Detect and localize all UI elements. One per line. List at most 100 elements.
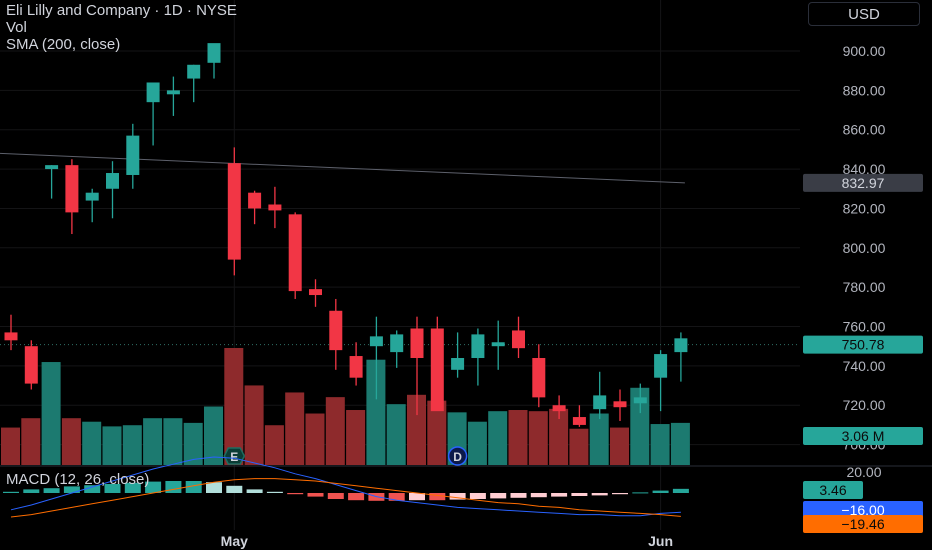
earnings-marker[interactable]: E: [223, 447, 246, 465]
candle-body: [390, 334, 404, 353]
volume-bar: [244, 385, 264, 465]
macd-axis-tick: 20.00: [846, 464, 881, 480]
volume-bar: [549, 408, 569, 465]
volume-bar: [610, 427, 629, 465]
price-axis-tick: 800.00: [843, 240, 886, 256]
price-axis-tick: 740.00: [843, 358, 886, 374]
time-axis-label: May: [221, 533, 248, 549]
price-axis-tick: 720.00: [843, 397, 886, 413]
candle-body: [512, 330, 525, 349]
sma-indicator-label[interactable]: SMA (200, close): [6, 36, 121, 53]
candle-body: [471, 334, 485, 359]
candle-body: [451, 358, 465, 370]
price-axis-tick: 840.00: [843, 161, 886, 177]
volume-bar: [163, 418, 183, 465]
macd-histogram-bar: [266, 491, 283, 493]
candle-body: [248, 192, 262, 209]
macd-histogram-bar: [388, 493, 405, 501]
volume-bar: [589, 413, 609, 465]
price-axis-tick: 760.00: [843, 319, 886, 335]
macd-histogram-bar: [104, 484, 121, 493]
sma-price-label-bg: [803, 173, 923, 192]
macd-histogram-bar: [3, 491, 19, 493]
price-axis-tick: 880.00: [843, 82, 886, 98]
volume-bar: [366, 359, 386, 465]
macd-histogram-bar: [23, 489, 40, 493]
candle-body: [4, 332, 18, 341]
candle-body: [24, 346, 38, 384]
volume-bar: [650, 424, 670, 465]
candle-body: [227, 163, 241, 260]
macd-histogram-value: 3.46: [819, 482, 846, 498]
event-marker-label: E: [230, 450, 238, 464]
candle-body: [309, 289, 322, 296]
volume-bar: [102, 426, 122, 465]
candle-body: [146, 82, 160, 103]
macd-histogram-bar: [612, 493, 628, 495]
macd-histogram-bar: [145, 481, 162, 493]
macd-line: [10, 456, 681, 517]
candle-body: [329, 310, 343, 351]
volume-bar: [346, 410, 366, 465]
volume-bar: [82, 421, 102, 465]
candle-body: [410, 328, 424, 359]
macd-histogram-bar: [226, 485, 243, 493]
candle-body: [187, 64, 201, 79]
volume-bar: [285, 392, 305, 465]
dividend-marker[interactable]: D: [447, 446, 468, 466]
macd-histogram-bar: [327, 493, 344, 499]
candle-body: [593, 395, 607, 410]
price-axis-tick: 820.00: [843, 200, 886, 216]
signal-line-value-bg: [803, 515, 923, 533]
signal-line: [10, 478, 681, 518]
macd-line-value: −16.00: [841, 502, 884, 518]
volume-bar: [41, 362, 61, 465]
macd-histogram-bar: [490, 493, 507, 499]
candle-body: [430, 328, 444, 412]
macd-histogram-bar: [63, 486, 80, 493]
candle-body: [613, 401, 627, 408]
volume-bar: [386, 404, 406, 465]
candle-body: [288, 214, 302, 292]
time-axis-label: Jun: [648, 533, 673, 549]
macd-histogram-bar: [165, 481, 182, 493]
sma-line: [0, 152, 685, 184]
macd-histogram-bar: [632, 492, 649, 494]
macd-histogram-bar: [206, 482, 222, 493]
volume-bar: [224, 348, 244, 465]
macd-histogram-bar: [287, 493, 304, 495]
volume-bar: [183, 422, 203, 465]
volume-indicator-label[interactable]: Vol: [6, 19, 27, 36]
last-price-label-bg: [803, 335, 923, 354]
macd-histogram-bar: [43, 488, 60, 493]
candle-body: [65, 165, 79, 213]
volume-bar: [467, 421, 487, 465]
volume-bar: [488, 411, 508, 465]
candle-body: [491, 342, 505, 347]
candle-body: [85, 192, 99, 201]
candle-body: [126, 135, 140, 175]
price-axis-tick: 900.00: [843, 43, 886, 59]
volume-bar: [305, 413, 325, 465]
macd-histogram-bar: [409, 493, 425, 501]
volume-bar: [528, 411, 548, 465]
sma-price-label: 832.97: [842, 175, 885, 191]
candle-body: [552, 405, 566, 412]
candle-body: [532, 358, 546, 398]
macd-histogram-bar: [672, 488, 689, 493]
candle-body: [166, 90, 180, 95]
volume-value-label: 3.06 M: [842, 428, 885, 444]
currency-button[interactable]: USD: [808, 2, 920, 26]
event-marker-label: D: [453, 450, 462, 464]
macd-indicator-label[interactable]: MACD (12, 26, close): [6, 471, 149, 488]
macd-histogram-bar: [510, 493, 527, 498]
symbol-title: Eli Lilly and Company · 1D · NYSE: [6, 2, 237, 19]
earnings-marker-shape: [223, 447, 246, 465]
candle-body: [654, 354, 668, 378]
volume-bar: [569, 428, 589, 465]
volume-bar: [143, 418, 163, 465]
candle-body: [268, 204, 282, 211]
volume-bar: [1, 427, 20, 465]
